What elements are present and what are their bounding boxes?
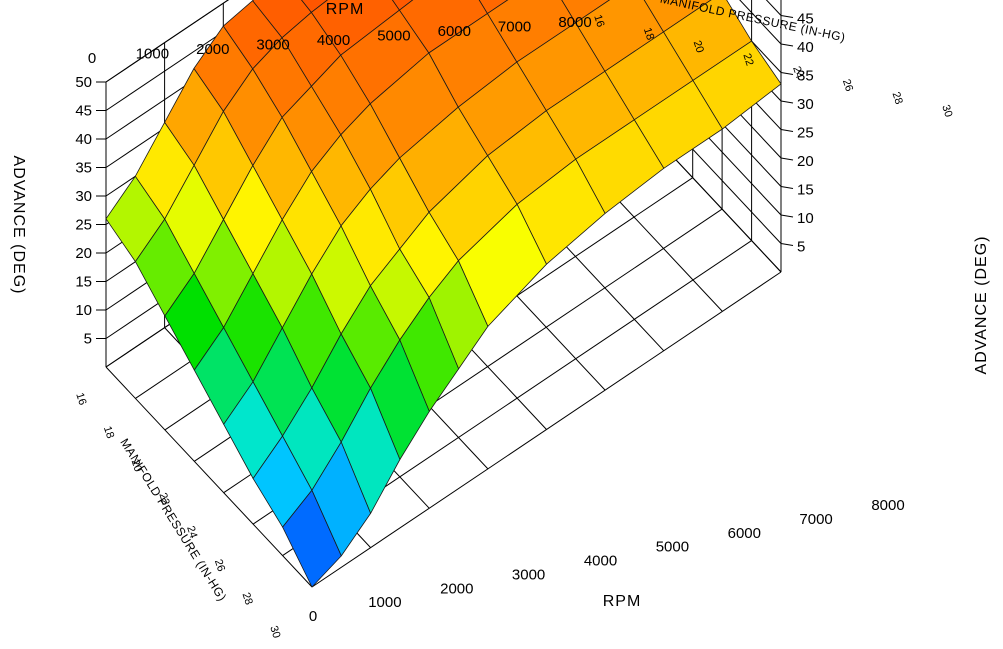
right-wall-z-gridline	[739, 0, 782, 45]
right-z-tick	[780, 43, 794, 47]
floor-map-gridline	[311, 271, 782, 588]
advance-tick-label-right: 30	[797, 96, 814, 113]
rpm-tick-label-top: 8000	[558, 14, 591, 31]
rpm-tick-label-bottom: 0	[309, 608, 317, 625]
rpm-tick-label-top: 3000	[256, 37, 289, 54]
advance-tick-label-left: 45	[75, 103, 92, 120]
right-z-tick	[780, 214, 794, 218]
surface-mesh	[105, 0, 782, 588]
map-tick-label-top: 24	[790, 65, 805, 80]
advance-tick-label-right: 20	[797, 153, 814, 170]
rpm-tick-label-top: 0	[88, 50, 96, 67]
back-wall-z-gridline	[105, 0, 272, 111]
right-z-tick	[780, 72, 794, 75]
map-tick-label-front: 16	[73, 391, 88, 406]
map-tick-label-top: 26	[840, 78, 855, 93]
advance-tick-label-right: 15	[797, 182, 814, 199]
advance-tick-label-left: 30	[75, 188, 92, 205]
advance-tick-label-left: 35	[75, 160, 92, 177]
advance-tick-label-left: 5	[84, 331, 92, 348]
surface-cell	[478, 0, 509, 15]
map-tick-label-top: 22	[740, 52, 755, 67]
rpm-tick-label-top: 6000	[438, 23, 471, 40]
advance-tick-label-right: 25	[797, 125, 814, 142]
advance-axis-title-left: ADVANCE (DEG)	[10, 156, 27, 295]
rpm-tick-label-bottom: 4000	[584, 553, 617, 570]
advance-tick-label-right: 40	[797, 39, 814, 56]
rpm-axis-title-top: RPM	[326, 1, 365, 18]
surface-cell	[391, 0, 414, 11]
rpm-tick-label-top: 5000	[377, 28, 410, 45]
rpm-tick-label-bottom: 7000	[799, 511, 832, 528]
advance-tick-label-left: 15	[75, 274, 92, 291]
advance-tick-label-right: 35	[797, 68, 814, 85]
right-z-tick	[780, 243, 794, 246]
rpm-tick-label-bottom: 8000	[871, 497, 904, 514]
map-tick-label-front: 20	[129, 458, 144, 473]
map-tick-label-top: 16	[591, 13, 606, 28]
advance-tick-label-right: 5	[797, 239, 805, 256]
map-tick-label-front: 30	[267, 624, 282, 639]
rpm-axis-title-bottom: RPM	[603, 593, 642, 610]
rpm-tick-label-bottom: 1000	[368, 594, 401, 611]
map-tick-label-front: 24	[184, 524, 199, 539]
right-z-tick	[780, 100, 794, 104]
map-tick-label-front: 18	[101, 425, 116, 440]
map-tick-label-top: 28	[890, 90, 905, 105]
advance-tick-label-left: 25	[75, 217, 92, 234]
rpm-tick-label-top: 2000	[196, 41, 229, 58]
right-z-tick	[780, 157, 794, 161]
advance-tick-label-left: 40	[75, 131, 92, 148]
map-tick-label-top: 20	[691, 39, 706, 54]
floor-rpm-gridline	[105, 366, 313, 588]
advance-tick-label-left: 10	[75, 302, 92, 319]
right-z-tick	[780, 129, 794, 132]
right-z-tick	[780, 186, 794, 189]
rpm-tick-label-top: 7000	[498, 19, 531, 36]
map-tick-label-front: 28	[240, 591, 255, 606]
advance-tick-label-left: 50	[75, 74, 92, 91]
map-tick-label-front: 22	[156, 491, 171, 506]
map-tick-label-top: 30	[939, 103, 954, 118]
advance-tick-label-left: 20	[75, 245, 92, 262]
map-tick-label-top: 18	[641, 26, 656, 41]
rpm-tick-label-bottom: 2000	[440, 580, 473, 597]
top-back-edge	[105, 0, 229, 83]
rpm-tick-label-bottom: 5000	[656, 539, 689, 556]
right-z-tick	[780, 15, 794, 18]
advance-tick-label-right: 10	[797, 210, 814, 227]
rpm-tick-label-top: 1000	[136, 46, 169, 63]
advance-axis-title-right: ADVANCE (DEG)	[973, 236, 990, 375]
rpm-tick-label-top: 4000	[317, 32, 350, 49]
map-axis-title-front: MANIFOLD PRESSURE (IN-HG)	[117, 436, 229, 604]
advance-tick-label-right: 45	[797, 11, 814, 28]
map-tick-label-front: 26	[212, 558, 227, 573]
surface-cell	[282, 489, 342, 588]
rpm-tick-label-bottom: 6000	[728, 525, 761, 542]
rpm-tick-label-bottom: 3000	[512, 566, 545, 583]
